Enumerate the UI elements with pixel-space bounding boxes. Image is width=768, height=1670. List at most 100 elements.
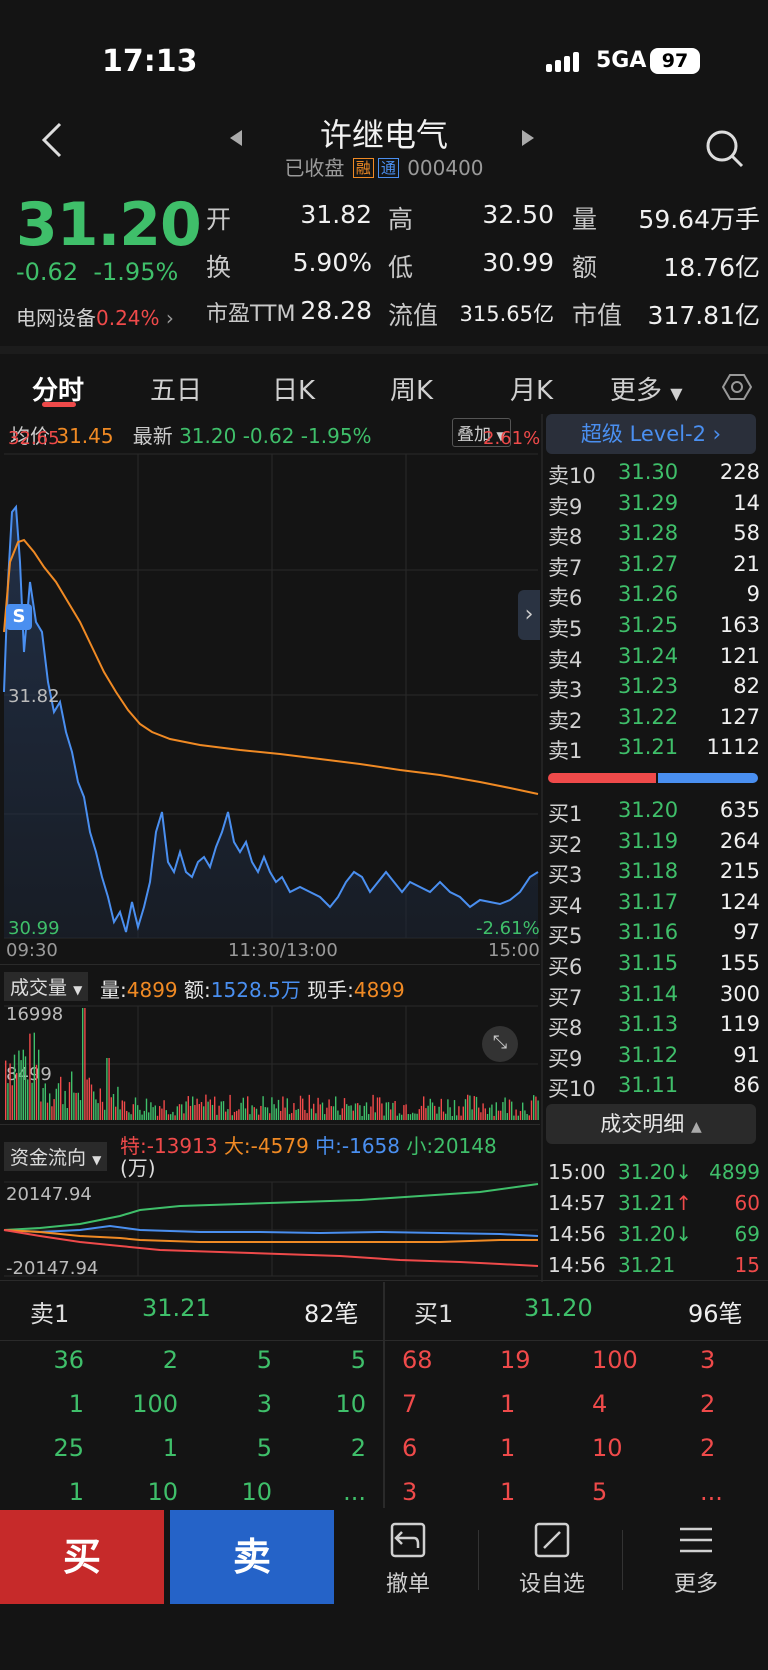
- buy-button[interactable]: 买: [0, 1510, 164, 1604]
- active-tab-indicator: [42, 402, 76, 407]
- bid-level: 买7: [548, 985, 583, 1010]
- volume-bar: [313, 1103, 315, 1120]
- hand-label: 现手:: [307, 978, 354, 1002]
- divider: [0, 1280, 768, 1281]
- volume-bar: [368, 1114, 370, 1120]
- market-status: 已收盘: [284, 156, 345, 180]
- chevron-left-icon: [41, 122, 62, 158]
- signal-marker[interactable]: S: [6, 604, 32, 630]
- volume-bar: [445, 1113, 447, 1120]
- volume-bar: [229, 1094, 231, 1120]
- queue-buy-cell: 5: [592, 1478, 608, 1506]
- volume-bar: [302, 1098, 304, 1120]
- volume-bar: [145, 1098, 148, 1120]
- flow-special: 特:-13913: [120, 1134, 218, 1158]
- flow-large-line: [3, 1229, 538, 1243]
- bid-volume: 124: [719, 889, 760, 914]
- volume-bar: [427, 1105, 429, 1120]
- volume-bar: [22, 1049, 24, 1120]
- bid-price: 31.13: [618, 1012, 679, 1037]
- volume-indicator-selector[interactable]: 成交量 ▼: [4, 972, 89, 1001]
- volume-bar: [143, 1110, 145, 1120]
- change-pct: -1.95%: [93, 258, 179, 286]
- search-button[interactable]: [704, 128, 746, 174]
- tab-intraday[interactable]: 分时: [32, 376, 85, 406]
- volume-bar: [449, 1107, 451, 1120]
- last-label: 最新: [132, 424, 173, 448]
- vol-value: 4899: [126, 978, 178, 1002]
- change-value: -0.62: [16, 258, 79, 286]
- volume-bar: [148, 1112, 150, 1120]
- bid-price: 31.18: [618, 859, 679, 884]
- tab-daily-k[interactable]: 日K: [272, 376, 316, 406]
- volume-bar: [526, 1113, 528, 1120]
- volume-bar: [394, 1101, 396, 1120]
- queue-sell-cell: 2: [162, 1346, 178, 1374]
- queue-sell-cell: 5: [256, 1346, 272, 1374]
- next-stock-button[interactable]: [520, 128, 536, 154]
- tab-more[interactable]: 更多 ▼: [610, 370, 683, 407]
- queue-sell-label: 卖1: [30, 1300, 70, 1328]
- volume-bar: [40, 1101, 42, 1120]
- volume-bar: [130, 1114, 132, 1120]
- sell-button[interactable]: 卖: [170, 1510, 334, 1604]
- volume-bar: [170, 1114, 172, 1120]
- volume-bar: [535, 1096, 537, 1120]
- volume-bar: [126, 1110, 128, 1120]
- cancel-order-button[interactable]: 撤单: [338, 1520, 478, 1598]
- volume-bar: [280, 1110, 282, 1120]
- level2-button[interactable]: 超级 Level-2 ›: [546, 414, 756, 454]
- bid-volume: 155: [719, 951, 760, 975]
- volume-bar: [225, 1111, 227, 1120]
- ask-volume: 14: [733, 490, 760, 515]
- prev-stock-button[interactable]: [228, 128, 244, 154]
- volume-bar: [44, 1083, 46, 1120]
- volume-bar: [337, 1110, 339, 1120]
- volume-bar: [299, 1095, 302, 1120]
- expand-panel-button[interactable]: ›: [518, 590, 540, 640]
- signal-icon: [546, 52, 579, 72]
- volume-bar: [97, 1103, 99, 1120]
- volume-bar: [247, 1096, 249, 1120]
- volume-bar: [453, 1100, 456, 1120]
- volume-bar: [412, 1112, 414, 1120]
- overlay-button[interactable]: 叠加 ▼: [452, 418, 511, 447]
- queue-sell-cell: 5: [256, 1434, 272, 1462]
- tab-weekly-k[interactable]: 周K: [390, 376, 434, 406]
- caret-down-icon: ▼: [496, 429, 506, 443]
- more-button[interactable]: 更多: [626, 1520, 766, 1598]
- sector-link[interactable]: 电网设备0.24% ›: [16, 302, 174, 331]
- bid-volume: 635: [719, 798, 760, 822]
- sector-pct: 0.24%: [96, 306, 160, 330]
- trade-detail-button[interactable]: 成交明细 ▲: [546, 1104, 756, 1144]
- pe-value: 28.28: [300, 296, 372, 325]
- back-button[interactable]: [40, 120, 64, 170]
- volume-bar: [62, 1104, 64, 1120]
- float-cap-value: 315.65亿: [459, 302, 554, 326]
- add-watchlist-button[interactable]: 设自选: [482, 1520, 622, 1598]
- bid-level: 买3: [548, 863, 583, 888]
- volume-bar: [156, 1115, 159, 1120]
- tab-monthly-k[interactable]: 月K: [510, 376, 554, 406]
- fund-flow-chart[interactable]: [0, 1180, 540, 1280]
- queue-sell-cell: 10: [335, 1390, 366, 1418]
- volume-bar: [365, 1102, 368, 1120]
- flow-indicator-selector[interactable]: 资金流向 ▼: [4, 1142, 108, 1171]
- queue-buy-cell: 2: [700, 1390, 716, 1418]
- ask-level: 卖7: [548, 555, 583, 580]
- bid-price: 31.14: [618, 981, 679, 1006]
- settings-icon[interactable]: [722, 372, 752, 402]
- ask-price: 31.29: [618, 490, 679, 515]
- volume-bar: [308, 1094, 310, 1120]
- volume-chart[interactable]: [0, 1004, 540, 1122]
- divider: [0, 1340, 768, 1341]
- volume-bar: [513, 1115, 515, 1120]
- fullscreen-button[interactable]: ⤡: [482, 1026, 518, 1062]
- tab-five-day[interactable]: 五日: [150, 376, 203, 406]
- volume-bar: [372, 1094, 374, 1120]
- volume-bar: [341, 1108, 343, 1120]
- intraday-chart[interactable]: [0, 452, 540, 942]
- bid-volume: 119: [719, 1012, 760, 1037]
- flow-unit: (万): [120, 1156, 156, 1180]
- volume-bar: [189, 1105, 192, 1120]
